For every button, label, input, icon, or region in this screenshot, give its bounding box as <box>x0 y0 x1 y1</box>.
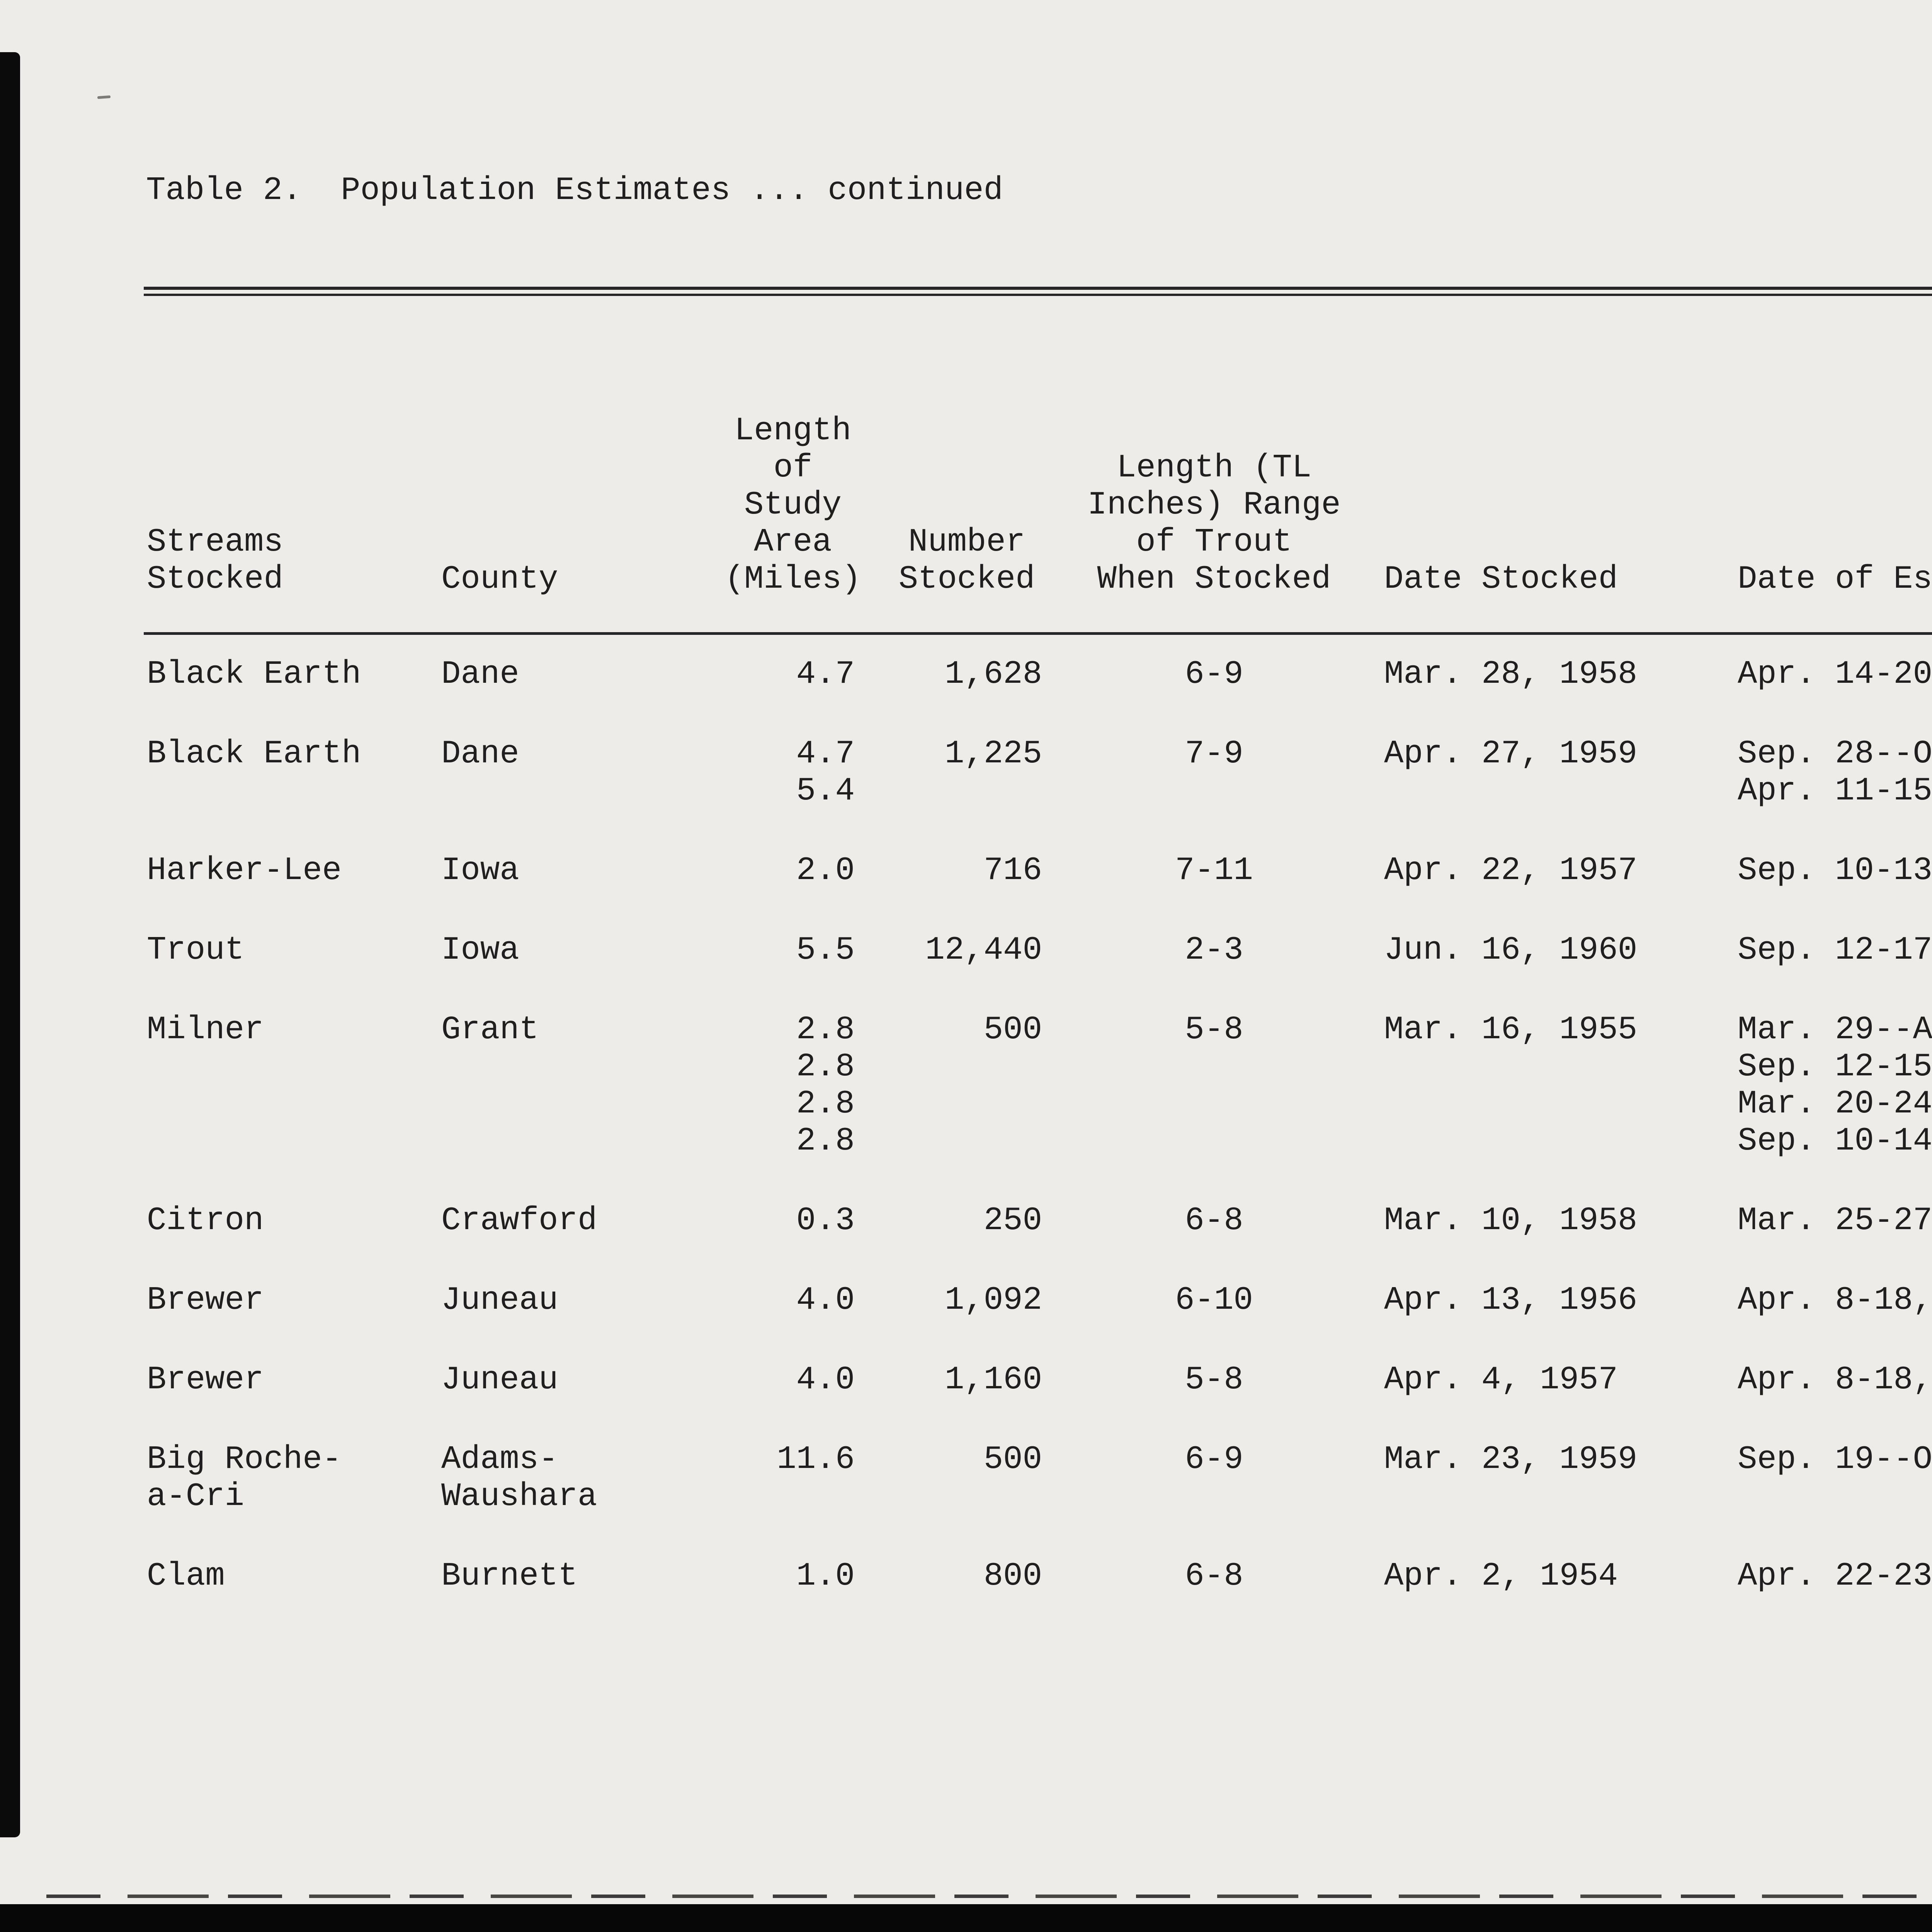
cell-range: 5-8 <box>1185 1362 1243 1398</box>
table-row: Harker-Lee Iowa 2.0 716 7-11 Apr. 22, 19… <box>144 831 1932 911</box>
cell-county: Grant <box>441 1012 539 1048</box>
header-length-range: Length (TL Inches) Range of Trout When S… <box>1060 296 1369 635</box>
cell-date-stocked: Apr. 4, 1957 <box>1384 1362 1618 1398</box>
cell-date-stocked: Apr. 13, 1956 <box>1384 1282 1638 1319</box>
cell-number: 500 <box>983 1441 1042 1478</box>
cell-county: Iowa <box>441 852 519 889</box>
cell-length: 4.0 <box>796 1282 855 1319</box>
cell-county: Dane <box>441 656 519 693</box>
table-row: Milner Grant 2.8 2.8 2.8 2.8 500 5-8 Mar… <box>144 990 1932 1181</box>
cell-range: 2-3 <box>1185 932 1243 969</box>
cell-date-stocked: Mar. 10, 1958 <box>1384 1202 1638 1239</box>
cell-number: 1,092 <box>944 1282 1042 1319</box>
header-county: County <box>441 296 712 635</box>
table-row: Brewer Juneau 4.0 1,092 6-10 Apr. 13, 19… <box>144 1261 1932 1340</box>
header-date-stocked: Date Stocked <box>1369 296 1716 635</box>
scan-artifact-bottom-bar <box>0 1904 1932 1932</box>
table-row: Big Roche- a-Cri Adams- Waushara 11.6 50… <box>144 1420 1932 1537</box>
header-length-study-area: Length of Study Area (Miles) <box>712 296 874 635</box>
cell-date-stocked: Apr. 22, 1957 <box>1384 852 1638 889</box>
cell-date-estimate: Sep. 12-17, 1960 <box>1738 932 1932 969</box>
cell-date-estimate: Sep. 28--Oct. 8, 1959 Apr. 11-15, 1960 <box>1738 736 1932 810</box>
cell-range: 6-8 <box>1185 1202 1243 1239</box>
population-table-wrap: Streams Stocked County Length of Study A… <box>144 287 1932 1616</box>
cell-date-stocked: Jun. 16, 1960 <box>1384 932 1638 969</box>
cell-length: 2.8 2.8 2.8 2.8 <box>796 1012 855 1160</box>
cell-length: 1.0 <box>796 1558 855 1595</box>
cell-date-estimate: Sep. 10-13, 1957 <box>1738 852 1932 889</box>
cell-stream: Milner <box>147 1012 264 1048</box>
table-row: Brewer Juneau 4.0 1,160 5-8 Apr. 4, 1957… <box>144 1340 1932 1420</box>
cell-range: 7-9 <box>1185 736 1243 772</box>
cell-date-estimate: Mar. 25-27, 1958 <box>1738 1202 1932 1239</box>
header-streams-stocked: Streams Stocked <box>144 296 441 635</box>
cell-stream: Citron <box>147 1202 264 1239</box>
scan-speck <box>97 95 111 99</box>
cell-number: 1,160 <box>944 1362 1042 1398</box>
cell-county: Juneau <box>441 1362 558 1398</box>
cell-county: Iowa <box>441 932 519 969</box>
table-row: Citron Crawford 0.3 250 6-8 Mar. 10, 195… <box>144 1181 1932 1261</box>
cell-stream: Brewer <box>147 1282 264 1319</box>
cell-number: 12,440 <box>925 932 1042 969</box>
cell-length: 4.0 <box>796 1362 855 1398</box>
cell-stream: Big Roche- a-Cri <box>147 1441 342 1515</box>
cell-county: Juneau <box>441 1282 558 1319</box>
cell-number: 250 <box>983 1202 1042 1239</box>
cell-stream: Trout <box>147 932 245 969</box>
header-number-stocked: Number Stocked <box>874 296 1060 635</box>
cell-date-estimate: Mar. 29--Apr. 6, 1955 Sep. 12-15, 1955 M… <box>1738 1012 1932 1160</box>
cell-stream: Black Earth <box>147 656 361 693</box>
cell-county: Crawford <box>441 1202 597 1239</box>
cell-county: Dane <box>441 736 519 772</box>
cell-number: 1,225 <box>944 736 1042 772</box>
table-row: Black Earth Dane 4.7 5.4 1,225 7-9 Apr. … <box>144 714 1932 831</box>
scan-artifact-left-edge <box>0 52 20 1837</box>
cell-length: 5.5 <box>796 932 855 969</box>
cell-date-stocked: Apr. 2, 1954 <box>1384 1558 1618 1595</box>
cell-length: 11.6 <box>777 1441 855 1478</box>
cell-range: 5-8 <box>1185 1012 1243 1048</box>
cell-length: 2.0 <box>796 852 855 889</box>
cell-date-stocked: Mar. 16, 1955 <box>1384 1012 1638 1048</box>
cell-date-stocked: Mar. 23, 1959 <box>1384 1441 1638 1478</box>
header-date-of-estimate: Date of Estimate <box>1716 296 1932 635</box>
header-row: Streams Stocked County Length of Study A… <box>144 296 1932 635</box>
scan-artifact-bottom-line <box>46 1895 1932 1898</box>
cell-range: 7-11 <box>1175 852 1253 889</box>
cell-county: Burnett <box>441 1558 578 1595</box>
cell-date-stocked: Mar. 28, 1958 <box>1384 656 1638 693</box>
cell-range: 6-9 <box>1185 1441 1243 1478</box>
double-rule <box>144 287 1932 296</box>
population-table: Streams Stocked County Length of Study A… <box>144 296 1932 1616</box>
cell-length: 0.3 <box>796 1202 855 1239</box>
cell-date-estimate: Apr. 14-20, 1959 <box>1738 656 1932 693</box>
table-row: Trout Iowa 5.5 12,440 2-3 Jun. 16, 1960 … <box>144 911 1932 990</box>
cell-range: 6-9 <box>1185 656 1243 693</box>
cell-date-estimate: Apr. 22-23, 1954 <box>1738 1558 1932 1595</box>
cell-number: 800 <box>983 1558 1042 1595</box>
cell-length: 4.7 <box>796 656 855 693</box>
cell-number: 1,628 <box>944 656 1042 693</box>
cell-range: 6-10 <box>1175 1282 1253 1319</box>
cell-date-estimate: Sep. 19--Oct. 1, 1959 <box>1738 1441 1932 1478</box>
cell-county: Adams- Waushara <box>441 1441 597 1515</box>
cell-stream: Black Earth <box>147 736 361 772</box>
cell-range: 6-8 <box>1185 1558 1243 1595</box>
cell-date-estimate: Apr. 8-18, 1957 <box>1738 1282 1932 1319</box>
cell-stream: Clam <box>147 1558 225 1595</box>
cell-date-estimate: Apr. 8-18, 1957 <box>1738 1362 1932 1398</box>
cell-stream: Brewer <box>147 1362 264 1398</box>
cell-stream: Harker-Lee <box>147 852 342 889</box>
cell-length: 4.7 5.4 <box>796 736 855 810</box>
table-title: Table 2. Population Estimates ... contin… <box>146 172 1003 209</box>
cell-date-stocked: Apr. 27, 1959 <box>1384 736 1638 772</box>
table-row: Black Earth Dane 4.7 1,628 6-9 Mar. 28, … <box>144 634 1932 715</box>
cell-number: 716 <box>983 852 1042 889</box>
table-row: Clam Burnett 1.0 800 6-8 Apr. 2, 1954 Ap… <box>144 1537 1932 1616</box>
cell-number: 500 <box>983 1012 1042 1048</box>
